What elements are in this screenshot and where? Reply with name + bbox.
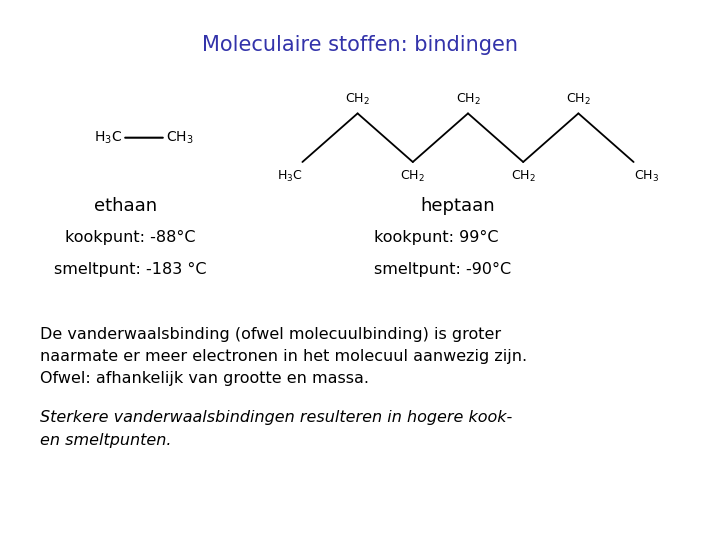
Text: kookpunt: 99°C: kookpunt: 99°C bbox=[374, 230, 499, 245]
Text: heptaan: heptaan bbox=[420, 197, 495, 215]
Text: smeltpunt: -90°C: smeltpunt: -90°C bbox=[374, 262, 511, 277]
Text: Sterkere vanderwaalsbindingen resulteren in hogere kook-
en smeltpunten.: Sterkere vanderwaalsbindingen resulteren… bbox=[40, 410, 512, 448]
Text: ethaan: ethaan bbox=[94, 197, 158, 215]
Text: CH$_2$: CH$_2$ bbox=[510, 168, 536, 184]
Text: H$_3$C: H$_3$C bbox=[276, 168, 302, 184]
Text: CH$_3$: CH$_3$ bbox=[634, 168, 659, 184]
Text: De vanderwaalsbinding (ofwel molecuulbinding) is groter
naarmate er meer electro: De vanderwaalsbinding (ofwel molecuulbin… bbox=[40, 327, 527, 386]
Text: smeltpunt: -183 °C: smeltpunt: -183 °C bbox=[54, 262, 207, 277]
Text: Moleculaire stoffen: bindingen: Moleculaire stoffen: bindingen bbox=[202, 35, 518, 55]
Text: CH$_3$: CH$_3$ bbox=[166, 130, 193, 146]
Text: kookpunt: -88°C: kookpunt: -88°C bbox=[65, 230, 195, 245]
Text: H$_3$C: H$_3$C bbox=[94, 130, 122, 146]
Text: CH$_2$: CH$_2$ bbox=[456, 92, 480, 107]
Text: CH$_2$: CH$_2$ bbox=[345, 92, 370, 107]
Text: CH$_2$: CH$_2$ bbox=[400, 168, 426, 184]
Text: CH$_2$: CH$_2$ bbox=[566, 92, 591, 107]
